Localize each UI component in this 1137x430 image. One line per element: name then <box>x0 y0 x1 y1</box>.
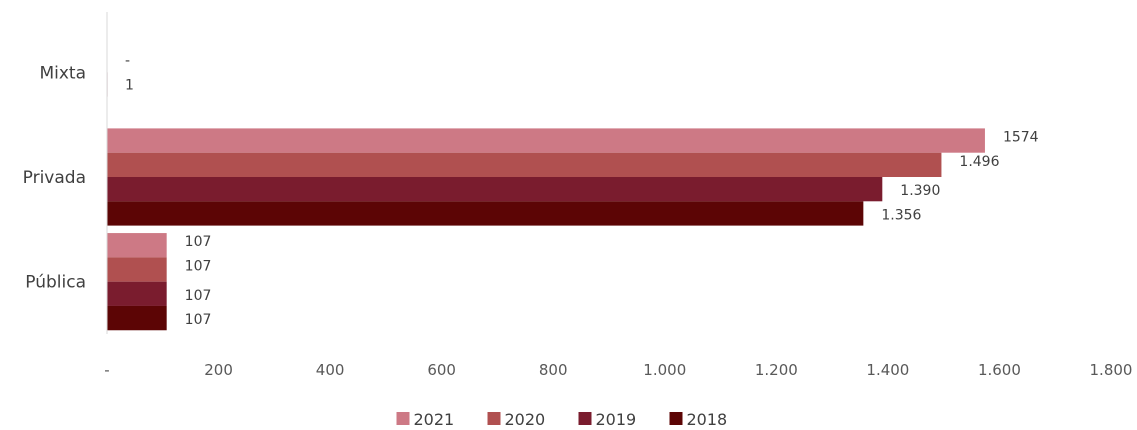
legend-item: 2020 <box>487 410 546 429</box>
bar <box>107 305 167 331</box>
x-tick-label: 1.800 <box>1090 361 1133 379</box>
x-axis-tick-labels: - 200 400 600 800 1.000 1.200 1.400 1.600 1.800 <box>104 361 1132 379</box>
legend-item: 2019 <box>578 410 637 429</box>
data-label: 1.390 <box>900 183 940 199</box>
legend-label: 2018 <box>687 410 728 429</box>
bars-layer <box>107 72 985 331</box>
x-tick-label: - <box>104 361 109 379</box>
legend-swatch <box>669 412 683 425</box>
x-tick-label: 1.000 <box>643 361 686 379</box>
data-label: 1.356 <box>881 207 921 223</box>
category-label: Mixta <box>39 63 86 83</box>
bar <box>107 152 942 177</box>
legend-swatch <box>396 412 410 425</box>
data-label: 1.496 <box>959 154 999 170</box>
legend: 2021 2020 2019 2018 <box>396 410 728 429</box>
data-label: 107 <box>185 288 212 304</box>
data-label: 107 <box>185 259 212 275</box>
legend-item: 2018 <box>669 410 728 429</box>
x-tick-label: 1.400 <box>866 361 909 379</box>
category-label: Privada <box>23 168 86 188</box>
data-label: 107 <box>185 234 212 250</box>
bar <box>107 201 864 226</box>
legend-label: 2020 <box>505 410 546 429</box>
data-label: - <box>125 53 130 69</box>
x-tick-label: 400 <box>316 361 345 379</box>
legend-label: 2019 <box>596 410 637 429</box>
x-tick-label: 600 <box>427 361 456 379</box>
x-tick-label: 800 <box>539 361 568 379</box>
legend-label: 2021 <box>414 410 455 429</box>
category-label: Pública <box>25 273 86 293</box>
bar <box>107 281 167 306</box>
x-tick-label: 1.600 <box>978 361 1021 379</box>
x-tick-label: 200 <box>204 361 233 379</box>
x-tick-label: 1.200 <box>755 361 798 379</box>
bar <box>107 233 167 258</box>
data-label: 1 <box>125 77 134 93</box>
bar <box>107 177 883 202</box>
category-labels: Mixta Privada Pública <box>23 63 86 292</box>
legend-item: 2021 <box>396 410 455 429</box>
legend-swatch <box>487 412 501 425</box>
legend-swatch <box>578 412 592 425</box>
bar <box>107 257 167 282</box>
data-label: 107 <box>185 312 212 328</box>
data-label: 1574 <box>1003 130 1039 146</box>
bar <box>107 128 985 153</box>
